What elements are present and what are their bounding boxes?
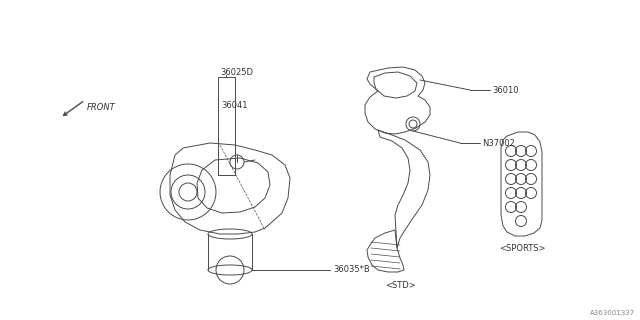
Text: A363001337: A363001337: [589, 310, 635, 316]
Text: 36041: 36041: [221, 100, 248, 109]
Text: 36035*B: 36035*B: [333, 266, 370, 275]
Text: 36025D: 36025D: [220, 68, 253, 76]
Text: 36010: 36010: [492, 85, 518, 94]
Text: <STD>: <STD>: [385, 281, 415, 290]
Text: N37002: N37002: [482, 139, 515, 148]
Text: FRONT: FRONT: [87, 102, 116, 111]
Text: <SPORTS>: <SPORTS>: [499, 244, 545, 252]
